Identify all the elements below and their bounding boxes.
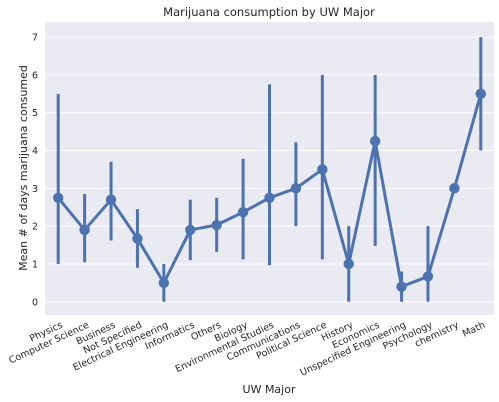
x-axis-label: UW Major xyxy=(243,383,296,396)
y-tick-label: 4 xyxy=(32,146,38,157)
data-point xyxy=(132,233,143,244)
y-tick-label: 5 xyxy=(32,108,38,119)
y-axis-label: Mean # of days marijuana consumed xyxy=(17,65,30,271)
y-tick-label: 3 xyxy=(32,184,38,195)
data-point xyxy=(237,206,249,218)
y-tick-label: 7 xyxy=(32,33,38,44)
data-point xyxy=(105,194,117,205)
data-point xyxy=(53,192,64,203)
data-point xyxy=(264,192,275,203)
y-tick-label: 0 xyxy=(32,297,38,308)
y-tick-label: 1 xyxy=(32,259,38,270)
data-point xyxy=(475,88,486,100)
data-point xyxy=(317,164,328,175)
x-tick-label: Math xyxy=(461,320,487,340)
data-point xyxy=(422,271,434,282)
data-point xyxy=(343,258,354,270)
data-point xyxy=(449,183,460,194)
data-point xyxy=(396,281,407,292)
data-point xyxy=(158,277,170,289)
data-points xyxy=(53,88,486,292)
data-point xyxy=(211,219,222,231)
data-point xyxy=(185,224,196,236)
data-point xyxy=(290,183,302,194)
y-tick-label: 2 xyxy=(32,222,38,233)
chart-title: Marijuana consumption by UW Major xyxy=(163,5,375,19)
y-tick-label: 6 xyxy=(32,70,38,81)
data-point xyxy=(79,224,90,236)
data-point xyxy=(369,135,381,147)
y-tick-labels: 0 1 2 3 4 5 6 7 xyxy=(32,33,38,309)
